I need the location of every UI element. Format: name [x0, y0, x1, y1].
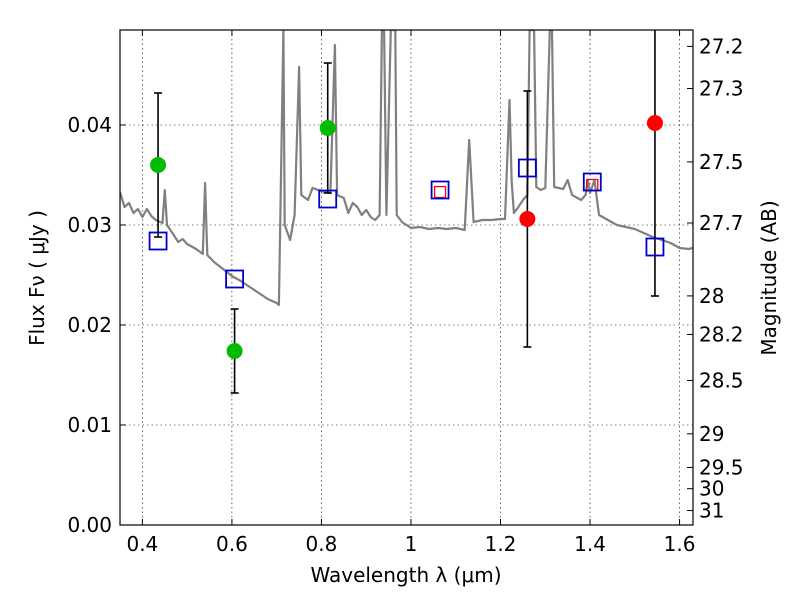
photometry-point — [519, 211, 536, 227]
y2-axis-label: Magnitude (AB) — [757, 200, 781, 355]
x-tick-label: 0.4 — [126, 532, 158, 556]
x-tick-label: 1 — [405, 532, 418, 556]
y2-tick-label: 27.3 — [699, 76, 744, 100]
y-tick-label: 0.01 — [67, 413, 112, 437]
y2-tick-label: 31 — [699, 499, 724, 523]
y2-tick-label: 27.2 — [699, 34, 744, 58]
photometry-point — [226, 343, 243, 359]
plot-area — [120, 30, 693, 394]
y-tick-label: 0.03 — [67, 213, 112, 237]
x-tick-label: 0.8 — [306, 532, 338, 556]
model-flux-square — [582, 172, 602, 192]
y2-tick-label: 29.5 — [699, 455, 744, 479]
model-flux-square — [517, 158, 537, 178]
model-flux-square — [148, 231, 168, 251]
x-tick-label: 0.6 — [216, 532, 248, 556]
x-axis-label: Wavelength λ (μm) — [310, 563, 501, 587]
y2-tick-label: 30 — [699, 477, 724, 501]
grid — [120, 30, 693, 525]
plot-background — [120, 30, 693, 525]
y-tick-label: 0.00 — [67, 513, 112, 537]
model-flux-square — [318, 189, 338, 209]
y2-tick-label: 27.7 — [699, 211, 744, 235]
photometry-point — [646, 115, 663, 131]
y2-tick-label: 29 — [699, 422, 724, 446]
model-flux-square — [225, 269, 245, 289]
x-tick-label: 1.4 — [574, 532, 606, 556]
y2-tick-label: 28.5 — [699, 368, 744, 392]
photometry-point — [319, 120, 336, 136]
photometry-point — [150, 157, 167, 173]
model-spectrum-line — [120, 30, 693, 307]
model-flux-square — [430, 180, 450, 200]
plot-frame — [119, 29, 694, 526]
y2-tick-label: 28 — [699, 284, 724, 308]
y-tick-label: 0.04 — [67, 113, 112, 137]
y2-tick-label: 27.5 — [699, 150, 744, 174]
y-tick-label: 0.02 — [67, 313, 112, 337]
model-flux-square — [645, 237, 665, 257]
x-tick-label: 1.2 — [485, 532, 517, 556]
x-tick-label: 1.6 — [664, 532, 696, 556]
y-axis-label: Flux Fν ( μJy ) — [25, 210, 49, 346]
ticks: 0.4 0.6 0.8 1 1.2 1.4 1.6 0.00 0.01 0.02 0.03 0.04 2… — [67, 30, 744, 556]
y2-tick-label: 28.2 — [699, 322, 744, 346]
red-open-square — [433, 185, 447, 199]
